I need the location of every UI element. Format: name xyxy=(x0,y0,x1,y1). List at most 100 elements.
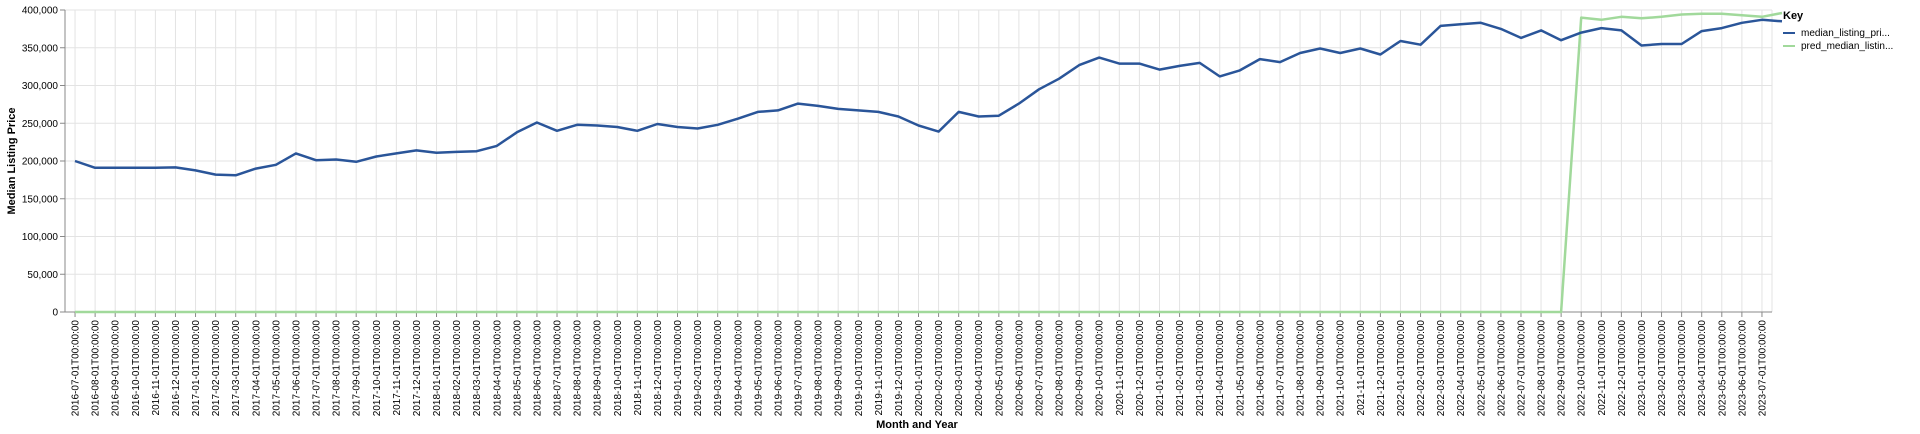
x-tick-label: 2022-09-01T00:00:00 xyxy=(1557,320,1568,417)
x-tick-label: 2018-03-01T00:00:00 xyxy=(472,320,483,417)
x-tick-label: 2023-04-01T00:00:00 xyxy=(1697,320,1708,417)
legend: Key median_listing_pri... pred_median_li… xyxy=(1783,10,1893,52)
x-tick-label: 2018-07-01T00:00:00 xyxy=(553,320,564,417)
x-tick-label: 2017-06-01T00:00:00 xyxy=(291,320,302,417)
x-tick-label: 2021-12-01T00:00:00 xyxy=(1376,320,1387,417)
series-line-median-listing-price xyxy=(74,18,1783,177)
x-tick-label: 2023-01-01T00:00:00 xyxy=(1637,320,1648,417)
y-tick-label: 400,000 xyxy=(22,6,59,17)
x-tick-label: 2017-08-01T00:00:00 xyxy=(332,320,343,417)
x-tick-label: 2018-11-01T00:00:00 xyxy=(633,320,644,416)
x-tick-label: 2020-09-01T00:00:00 xyxy=(1075,320,1086,417)
x-tick-label: 2016-11-01T00:00:00 xyxy=(151,320,162,416)
x-tick-label: 2023-03-01T00:00:00 xyxy=(1677,320,1688,417)
x-tick-label: 2023-06-01T00:00:00 xyxy=(1737,320,1748,417)
x-axis-title: Month and Year xyxy=(876,419,958,431)
x-tick-label: 2019-08-01T00:00:00 xyxy=(814,320,825,417)
legend-item-median: median_listing_pri... xyxy=(1783,28,1890,39)
x-tick-label: 2017-05-01T00:00:00 xyxy=(271,320,282,417)
x-tick-label: 2018-01-01T00:00:00 xyxy=(432,320,443,417)
x-tick-label: 2020-11-01T00:00:00 xyxy=(1115,320,1126,416)
x-tick-label: 2017-10-01T00:00:00 xyxy=(372,320,383,417)
y-tick-label: 150,000 xyxy=(22,194,59,205)
x-tick-label: 2019-05-01T00:00:00 xyxy=(753,320,764,417)
x-tick-label: 2021-10-01T00:00:00 xyxy=(1336,320,1347,417)
x-tick-label: 2016-07-01T00:00:00 xyxy=(71,320,82,417)
x-tick-label: 2022-12-01T00:00:00 xyxy=(1617,320,1628,417)
x-tick-label: 2021-08-01T00:00:00 xyxy=(1296,320,1307,417)
x-tick-label: 2021-06-01T00:00:00 xyxy=(1255,320,1266,417)
y-axis-title: Median Listing Price xyxy=(6,108,18,215)
x-tick-label: 2018-12-01T00:00:00 xyxy=(653,320,664,417)
x-tick-label: 2021-01-01T00:00:00 xyxy=(1155,320,1166,417)
x-tick-label: 2020-12-01T00:00:00 xyxy=(1135,320,1146,417)
x-tick-label: 2018-09-01T00:00:00 xyxy=(593,320,604,417)
x-tick-label: 2021-04-01T00:00:00 xyxy=(1215,320,1226,417)
x-tick-label: 2022-04-01T00:00:00 xyxy=(1456,320,1467,417)
x-tick-label: 2022-05-01T00:00:00 xyxy=(1476,320,1487,417)
x-tick-label: 2020-02-01T00:00:00 xyxy=(934,320,945,417)
x-tick-label: 2021-07-01T00:00:00 xyxy=(1275,320,1286,417)
y-axis: 0 50,000 100,000 150,000 200,000 250,000 300,0… xyxy=(22,6,1772,319)
x-tick-label: 2018-08-01T00:00:00 xyxy=(573,320,584,417)
x-tick-label: 2019-12-01T00:00:00 xyxy=(894,320,905,417)
x-tick-label: 2017-09-01T00:00:00 xyxy=(352,320,363,417)
x-tick-label: 2017-01-01T00:00:00 xyxy=(191,320,202,417)
x-tick-label: 2021-11-01T00:00:00 xyxy=(1356,320,1367,416)
x-tick-label: 2018-10-01T00:00:00 xyxy=(613,320,624,417)
x-tick-label: 2016-09-01T00:00:00 xyxy=(111,320,122,417)
x-tick-label: 2022-06-01T00:00:00 xyxy=(1496,320,1507,417)
x-tick-label: 2018-05-01T00:00:00 xyxy=(512,320,523,417)
x-tick-label: 2023-02-01T00:00:00 xyxy=(1657,320,1668,417)
x-tick-label: 2019-09-01T00:00:00 xyxy=(834,320,845,417)
legend-item-pred: pred_median_listin... xyxy=(1783,41,1893,52)
x-tick-label: 2022-03-01T00:00:00 xyxy=(1436,320,1447,417)
x-tick-label: 2016-12-01T00:00:00 xyxy=(171,320,182,417)
x-tick-label: 2016-08-01T00:00:00 xyxy=(91,320,102,417)
x-axis: 2016-07-01T00:00:00 2016-08-01T00:00:00 20… xyxy=(71,312,1768,417)
x-tick-label: 2016-10-01T00:00:00 xyxy=(131,320,142,417)
x-tick-label: 2022-11-01T00:00:00 xyxy=(1597,320,1608,416)
x-tick-label: 2018-04-01T00:00:00 xyxy=(492,320,503,417)
x-tick-label: 2020-07-01T00:00:00 xyxy=(1034,320,1045,417)
y-tick-label: 0 xyxy=(52,308,58,319)
x-tick-label: 2017-03-01T00:00:00 xyxy=(231,320,242,417)
x-tick-label: 2017-02-01T00:00:00 xyxy=(211,320,222,417)
legend-label-pred: pred_median_listin... xyxy=(1801,41,1893,52)
x-tick-label: 2019-07-01T00:00:00 xyxy=(794,320,805,417)
x-tick-label: 2022-07-01T00:00:00 xyxy=(1516,320,1527,417)
x-tick-label: 2020-04-01T00:00:00 xyxy=(974,320,985,417)
x-tick-label: 2023-07-01T00:00:00 xyxy=(1757,320,1768,417)
x-tick-label: 2020-05-01T00:00:00 xyxy=(994,320,1005,417)
x-tick-label: 2019-01-01T00:00:00 xyxy=(673,320,684,417)
y-tick-label: 350,000 xyxy=(22,43,59,54)
x-tick-label: 2021-03-01T00:00:00 xyxy=(1195,320,1206,417)
y-tick-label: 200,000 xyxy=(22,157,59,168)
y-tick-label: 50,000 xyxy=(27,270,58,281)
x-tick-label: 2023-05-01T00:00:00 xyxy=(1717,320,1728,417)
y-tick-label: 300,000 xyxy=(22,81,59,92)
gridlines xyxy=(65,9,1773,313)
x-tick-label: 2017-11-01T00:00:00 xyxy=(392,320,403,416)
x-tick-label: 2020-01-01T00:00:00 xyxy=(914,320,925,417)
x-tick-label: 2017-07-01T00:00:00 xyxy=(312,320,323,417)
x-tick-label: 2019-10-01T00:00:00 xyxy=(854,320,865,417)
legend-title: Key xyxy=(1783,10,1804,22)
y-tick-label: 100,000 xyxy=(22,232,59,243)
legend-label-median: median_listing_pri... xyxy=(1801,28,1890,39)
x-tick-label: 2020-10-01T00:00:00 xyxy=(1095,320,1106,417)
x-tick-label: 2018-06-01T00:00:00 xyxy=(532,320,543,417)
x-tick-label: 2021-05-01T00:00:00 xyxy=(1235,320,1246,417)
y-tick-label: 250,000 xyxy=(22,119,59,130)
x-tick-label: 2017-12-01T00:00:00 xyxy=(412,320,423,417)
x-tick-label: 2022-01-01T00:00:00 xyxy=(1396,320,1407,417)
x-tick-label: 2019-03-01T00:00:00 xyxy=(713,320,724,417)
x-tick-label: 2019-02-01T00:00:00 xyxy=(693,320,704,417)
x-tick-label: 2021-09-01T00:00:00 xyxy=(1316,320,1327,417)
x-tick-label: 2019-11-01T00:00:00 xyxy=(874,320,885,416)
x-tick-label: 2019-06-01T00:00:00 xyxy=(773,320,784,417)
x-tick-label: 2020-06-01T00:00:00 xyxy=(1014,320,1025,417)
x-tick-label: 2022-08-01T00:00:00 xyxy=(1537,320,1548,417)
x-tick-label: 2020-03-01T00:00:00 xyxy=(954,320,965,417)
x-tick-label: 2022-10-01T00:00:00 xyxy=(1577,320,1588,417)
